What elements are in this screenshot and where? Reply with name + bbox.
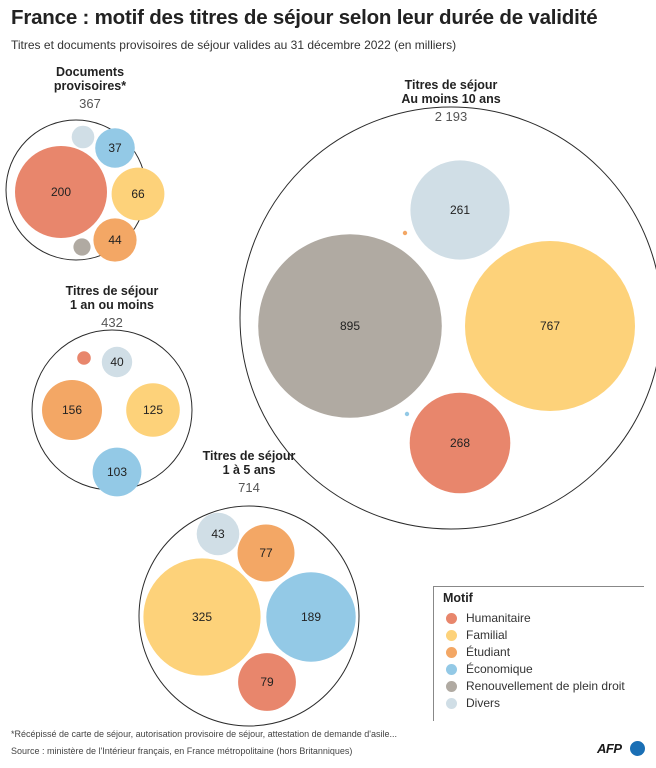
legend-item: Renouvellement de plein droit [446,678,644,695]
bubble-label: 40 [110,355,124,369]
chart-title: France : motif des titres de séjour selo… [11,6,598,29]
legend-swatch [446,681,457,692]
afp-logo-dot [630,741,645,756]
bubble [93,218,137,262]
bubble-label: 268 [450,436,470,450]
bubble [42,380,102,440]
legend-swatch [446,630,457,641]
legend-swatch [446,664,457,675]
bubble [404,411,410,417]
legend-list: Humanitaire Familial Étudiant Économique… [446,610,644,712]
group-total: 367 [79,96,101,111]
bubble-label: 767 [540,319,560,333]
legend-label: Renouvellement de plein droit [466,679,625,693]
bubble-label: 103 [107,465,127,479]
bubble [266,572,356,662]
legend-label: Divers [466,696,501,710]
legend: Motif Humanitaire Familial Étudiant Écon… [433,586,644,721]
chart-subtitle: Titres et documents provisoires de séjou… [11,38,457,52]
source-note: Source : ministère de l'Intérieur frança… [11,746,353,756]
legend-item: Humanitaire [446,610,644,627]
bubble [410,160,510,260]
bubble-label: 156 [62,403,82,417]
legend-item: Familial [446,627,644,644]
legend-swatch [446,613,457,624]
bubble [126,383,180,437]
bubble [77,351,91,365]
bubble-label: 261 [450,203,470,217]
bubble [402,230,408,236]
group-total: 432 [101,315,123,330]
afp-logo: AFP [597,740,647,760]
bubble-label: 44 [108,233,122,247]
bubble-label: 79 [260,675,274,689]
bubble-label: 200 [51,185,71,199]
legend-item: Étudiant [446,644,644,661]
bubble-label: 66 [131,187,145,201]
group-title: provisoires* [54,79,126,93]
legend-item: Divers [446,695,644,712]
legend-item: Économique [446,661,644,678]
bubble [237,524,295,582]
bubble [409,392,511,494]
group-title: Documents [56,65,124,79]
bubble-label: 895 [340,319,360,333]
footnote: *Récépissé de carte de séjour, autorisat… [11,729,397,739]
legend-label: Économique [466,662,533,676]
bubble [258,234,442,418]
legend-swatch [446,647,457,658]
group-outline [239,106,656,530]
bubble-label: 325 [192,610,212,624]
bubble-label: 77 [259,546,273,560]
bubble-label: 189 [301,610,321,624]
bubble [465,241,635,411]
bubble [73,238,91,256]
bubble-label: 125 [143,403,163,417]
group-title: Titres de séjour [66,284,159,298]
group-outline [138,505,360,727]
group-total: 714 [238,480,260,495]
afp-logo-text: AFP [597,741,622,756]
bubble [143,558,261,676]
bubble [95,128,135,168]
group-title: 1 à 5 ans [223,463,276,477]
bubble [111,167,165,221]
legend-label: Familial [466,628,508,642]
bubble [101,346,133,378]
group-title: Au moins 10 ans [401,92,500,106]
bubble [196,512,240,556]
group-title: Titres de séjour [203,449,296,463]
legend-swatch [446,698,457,709]
legend-label: Humanitaire [466,611,531,625]
bubble [238,653,296,711]
bubble [15,146,107,238]
group-total: 2 193 [435,109,468,124]
bubble [71,125,95,149]
legend-title: Motif [443,591,473,605]
bubble-label: 37 [108,141,122,155]
legend-label: Étudiant [466,645,511,659]
group-title: Titres de séjour [405,78,498,92]
group-title: 1 an ou moins [70,298,154,312]
bubble [92,447,142,497]
bubble-label: 43 [211,527,225,541]
